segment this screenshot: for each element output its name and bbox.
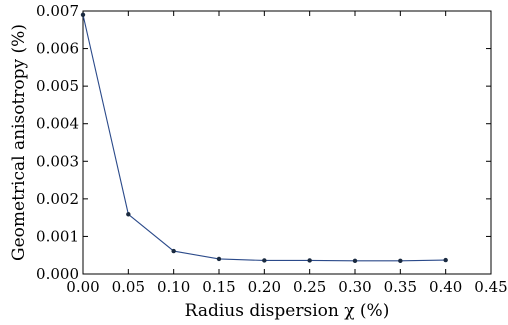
y-tick-label: 0.000: [36, 265, 79, 283]
series-line: [82, 14, 446, 262]
data-points: [80, 12, 448, 264]
x-tick-label: 0.10: [157, 278, 190, 296]
tick-marks: [82, 10, 492, 275]
x-tick-label: 0.25: [293, 278, 326, 296]
x-tick-label: 0.30: [338, 278, 371, 296]
y-tick-label: 0.007: [36, 2, 79, 20]
x-axis-label: Radius dispersion χ (%): [185, 301, 390, 321]
y-tick-label: 0.005: [36, 77, 79, 95]
data-point: [171, 248, 176, 254]
data-point: [80, 12, 86, 17]
x-tick-label: 0.20: [248, 278, 281, 296]
x-tick-label: 0.15: [202, 278, 235, 296]
x-tick-label: 0.00: [66, 278, 99, 296]
y-tick-label: 0.006: [36, 40, 79, 58]
y-tick-label: 0.001: [36, 227, 79, 245]
y-axis-label: Geometrical anisotropy (%): [9, 24, 29, 261]
x-tick-label: 0.35: [384, 278, 417, 296]
data-point: [126, 212, 131, 217]
y-tick-label: 0.002: [36, 190, 79, 208]
x-tick-label: 0.40: [429, 278, 462, 296]
plot-frame: [82, 10, 492, 275]
x-tick-label: 0.45: [474, 278, 507, 296]
tick-labels: 0.00 0.05 0.10 0.15 0.20 0.25 0.30 0.35 0.40 0.45…: [36, 2, 508, 296]
y-tick-label: 0.004: [36, 115, 79, 133]
data-point: [352, 258, 358, 264]
x-tick-label: 0.05: [112, 278, 145, 296]
data-point: [307, 258, 312, 263]
data-point: [262, 258, 267, 263]
data-point: [216, 256, 222, 262]
data-point: [443, 257, 448, 263]
data-point: [398, 258, 403, 264]
y-tick-label: 0.003: [36, 152, 79, 170]
